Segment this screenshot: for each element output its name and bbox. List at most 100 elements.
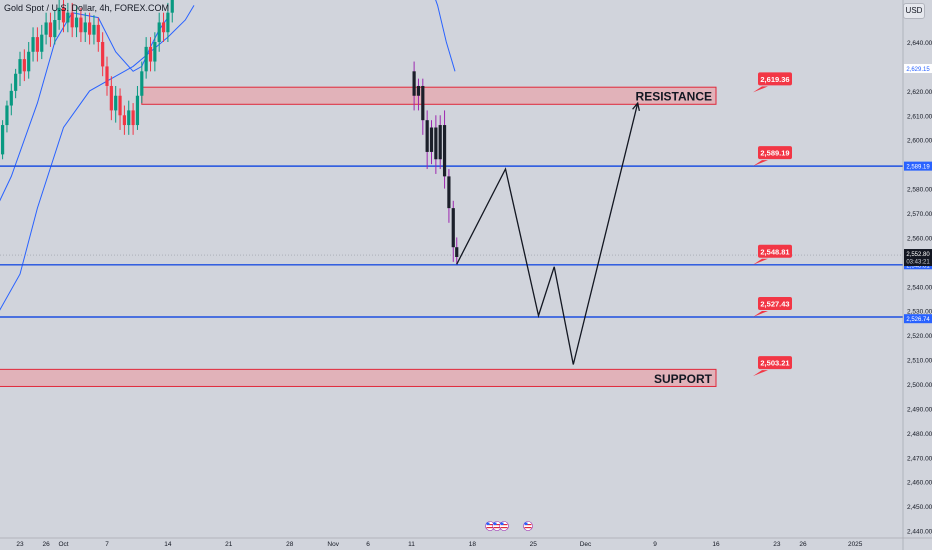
y-tick-label: 2,560.00 (907, 235, 932, 242)
candle-body (44, 22, 48, 35)
candle-body (434, 127, 438, 160)
y-tick-label: 2,460.00 (907, 480, 932, 487)
candle-body (35, 37, 39, 52)
y-tick-label: 2,620.00 (907, 89, 932, 96)
resistance-price-label-text: 2,619.36 (760, 75, 789, 84)
candle (109, 76, 113, 121)
candle (412, 61, 416, 111)
ma-fast-line (0, 12, 169, 202)
x-tick-label: 18 (469, 541, 477, 548)
candle-body (412, 71, 416, 96)
lower-level-price-label: 2,527.43 (753, 297, 792, 318)
y-tick-label: 2,540.00 (907, 284, 932, 291)
candle-body (53, 20, 57, 38)
x-tick-label: 28 (286, 541, 294, 548)
candle (425, 110, 429, 170)
support-price-label-text: 2,503.21 (760, 359, 789, 368)
candle (429, 120, 434, 165)
support-caption: SUPPORT (654, 372, 713, 386)
candle-body (161, 22, 166, 33)
candle (1, 120, 5, 160)
level-axis-badge-text: 2,548.81 (906, 263, 930, 269)
candle-body (14, 73, 18, 91)
candle-body (5, 105, 9, 126)
candle-body (153, 42, 157, 62)
candle-body (442, 125, 447, 177)
candle-body (88, 22, 92, 35)
y-tick-label: 2,520.00 (907, 333, 932, 340)
candle (135, 85, 140, 130)
candle (157, 12, 161, 52)
candle (74, 5, 79, 38)
candle-body (18, 59, 22, 74)
resistance-price-label-pointer (753, 86, 768, 93)
candle (66, 2, 70, 33)
lower-level-price-label-text: 2,527.43 (760, 300, 789, 309)
candle-body (438, 125, 442, 160)
current-level-price-label-text: 2,548.81 (760, 247, 789, 256)
resistance-level-price-label: 2,589.19 (753, 146, 792, 167)
top-axis-badge-text: 2,629.15 (906, 67, 930, 73)
candle (144, 37, 148, 79)
x-tick-label: 2025 (848, 541, 863, 548)
candle-body (57, 7, 61, 21)
projection-path (456, 102, 639, 365)
us-flag-icon (499, 521, 509, 531)
y-tick-label: 2,600.00 (907, 138, 932, 145)
resistance-zone (141, 86, 717, 105)
candle-body (144, 46, 148, 72)
candle (40, 24, 44, 60)
candle (170, 0, 174, 23)
candle-body (66, 12, 70, 23)
current-level-price-label-pointer (753, 258, 768, 265)
candle (451, 200, 455, 262)
candle (92, 15, 96, 45)
flag-canton (500, 522, 504, 525)
candle-body (83, 22, 87, 33)
candle (79, 7, 83, 42)
candle (96, 17, 100, 52)
candle (44, 12, 48, 45)
current-level-price-label-box (758, 244, 792, 258)
x-tick-label: 16 (712, 541, 720, 548)
x-tick-label: 26 (799, 541, 807, 548)
y-tick-label: 2,450.00 (907, 504, 932, 511)
resistance-price-label: 2,619.36 (753, 72, 792, 93)
candle-body (74, 17, 79, 28)
level-axis-badge-box (904, 314, 932, 324)
candle-body (105, 66, 109, 86)
candle-body (96, 24, 100, 42)
support-price-label-pointer (753, 370, 768, 377)
y-tick-label: 2,610.00 (907, 113, 932, 120)
candle-body (109, 85, 113, 111)
candle (447, 169, 451, 223)
symbol-title: Gold Spot / U.S. Dollar, 4h, FOREX.COM (4, 3, 170, 13)
support-price-label: 2,503.21 (753, 356, 792, 377)
candle (131, 103, 135, 135)
level-axis-badge: 2,589.19 (904, 161, 932, 171)
candle-body (148, 46, 153, 62)
y-tick-label: 2,480.00 (907, 431, 932, 438)
candle-body (40, 34, 44, 52)
us-flag-icon (523, 521, 533, 531)
x-tick-label: Oct (58, 541, 68, 548)
ma-nov-line (435, 0, 456, 72)
candle (5, 100, 9, 133)
candle (88, 12, 92, 45)
top-axis-badge-box (904, 64, 932, 74)
candle-body (451, 208, 455, 248)
countdown-text: 03:43:21 (906, 260, 930, 266)
x-tick-label: 23 (16, 541, 24, 548)
x-tick-label: 26 (42, 541, 50, 548)
candle (161, 12, 166, 42)
candle (35, 27, 39, 62)
candle (421, 78, 425, 135)
resistance-level-price-label-box (758, 146, 792, 160)
candle (148, 37, 153, 72)
candle-body (425, 120, 429, 152)
currency-button[interactable]: USD (903, 3, 925, 19)
candle-body (118, 95, 122, 116)
candle (153, 32, 157, 72)
x-tick-label: Dec (580, 541, 592, 548)
